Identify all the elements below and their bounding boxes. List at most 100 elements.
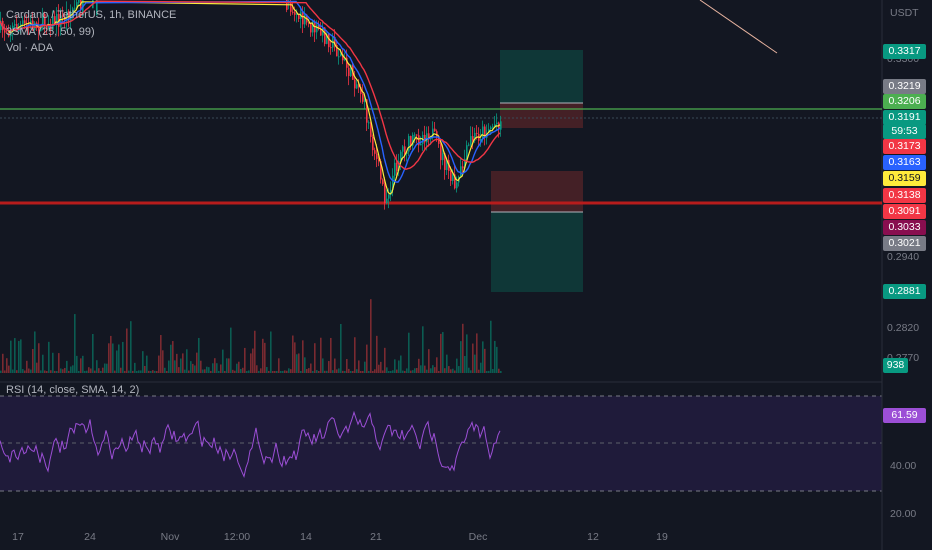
price-tag-red-line: 0.3091: [883, 204, 926, 219]
candle-body: [396, 162, 398, 171]
candle-body: [76, 2, 78, 8]
volume-bar: [452, 368, 454, 373]
candle-body: [392, 175, 394, 190]
price-tag: 0.3138: [883, 188, 926, 203]
volume-bar: [208, 367, 210, 373]
volume-bar: [22, 369, 24, 373]
sma-legend[interactable]: 3SMA (25, 50, 99): [6, 26, 95, 38]
time-tick: 12: [587, 531, 599, 543]
volume-bar: [82, 355, 84, 373]
volume-bar: [338, 368, 340, 373]
candle-body: [420, 143, 422, 146]
volume-bar: [140, 370, 142, 373]
volume-bar: [20, 339, 22, 373]
candle-body: [384, 184, 386, 204]
volume-bar: [128, 370, 130, 373]
volume-bar: [468, 367, 470, 373]
volume-bar: [50, 370, 52, 373]
volume-bar: [60, 368, 62, 373]
volume-bar: [52, 352, 54, 373]
candle-body: [324, 27, 326, 44]
candle-body: [52, 16, 54, 31]
price-tag-sma99: 0.3173: [883, 139, 926, 154]
currency-label: USDT: [890, 7, 919, 19]
volume-bar: [288, 368, 290, 373]
price-tag-last-price: 0.3191: [883, 110, 926, 125]
volume-bar: [328, 361, 330, 373]
candle-body: [68, 11, 70, 21]
volume-bar: [346, 359, 348, 373]
volume-bar: [84, 370, 86, 373]
volume-bar: [68, 370, 70, 373]
candle-body: [356, 84, 358, 89]
volume-bar: [16, 370, 18, 373]
volume-bar: [124, 370, 126, 373]
candle-body: [414, 134, 416, 136]
volume-bar: [350, 370, 352, 373]
volume-bar: [72, 365, 74, 373]
candle-body: [500, 121, 502, 130]
price-tag-target: 0.3317: [883, 44, 926, 59]
volume-bar: [106, 363, 108, 373]
volume-bar: [392, 370, 394, 373]
rsi-legend[interactable]: RSI (14, close, SMA, 14, 2): [6, 384, 140, 396]
volume-bar: [170, 344, 172, 373]
candle-body: [484, 126, 486, 138]
candle-body: [342, 54, 344, 61]
volume-bar: [334, 358, 336, 373]
volume-bar: [114, 370, 116, 373]
long-position-stop-zone[interactable]: [500, 103, 583, 128]
volume-bar: [180, 358, 182, 373]
volume-bar: [220, 364, 222, 373]
time-tick: 14: [300, 531, 312, 543]
volume-bar: [252, 348, 254, 373]
symbol-legend[interactable]: Cardano / TetherUS, 1h, BINANCE: [6, 9, 177, 21]
volume-bar: [224, 370, 226, 373]
volume-bar: [226, 358, 228, 373]
volume-bar: [0, 370, 2, 373]
volume-bar: [248, 370, 250, 373]
time-tick: 21: [370, 531, 382, 543]
volume-series: [0, 299, 502, 373]
candle-body: [462, 166, 464, 169]
volume-bar: [442, 332, 444, 373]
volume-bar: [480, 362, 482, 373]
candle-body: [72, 8, 74, 13]
candle-body: [50, 24, 52, 31]
volume-bar: [30, 369, 32, 373]
price-tick: 0.2820: [887, 322, 920, 334]
short-position-target-zone[interactable]: [491, 212, 583, 292]
volume-bar: [462, 323, 464, 373]
long-position-target-zone[interactable]: [500, 50, 583, 103]
volume-bar: [46, 371, 48, 373]
volume-bar: [44, 370, 46, 373]
candle-body: [294, 12, 296, 15]
volume-bar: [228, 358, 230, 373]
volume-bar: [376, 335, 378, 373]
volume-bar: [8, 365, 10, 373]
volume-bar: [258, 370, 260, 373]
short-position-stop-zone[interactable]: [491, 171, 583, 212]
volume-bar: [484, 348, 486, 373]
candle-body: [460, 166, 462, 177]
volume-bar: [266, 367, 268, 373]
candle-body: [492, 126, 494, 128]
candle-body: [338, 56, 340, 58]
volume-bar: [380, 361, 382, 373]
volume-bar: [38, 343, 40, 373]
trend-line[interactable]: [699, 0, 778, 54]
candle-body: [424, 134, 426, 143]
candle-body: [334, 36, 336, 45]
price-tag: 0.3219: [883, 79, 926, 94]
candle-body: [440, 143, 442, 161]
volume-bar: [450, 369, 452, 373]
candle-body: [452, 174, 454, 181]
volume-bar: [116, 350, 118, 373]
candle-body: [344, 57, 346, 61]
volume-bar: [324, 370, 326, 373]
volume-bar: [416, 367, 418, 373]
volume-legend[interactable]: Vol · ADA: [6, 42, 54, 54]
volume-bar: [400, 355, 402, 373]
volume-bar: [232, 369, 234, 373]
